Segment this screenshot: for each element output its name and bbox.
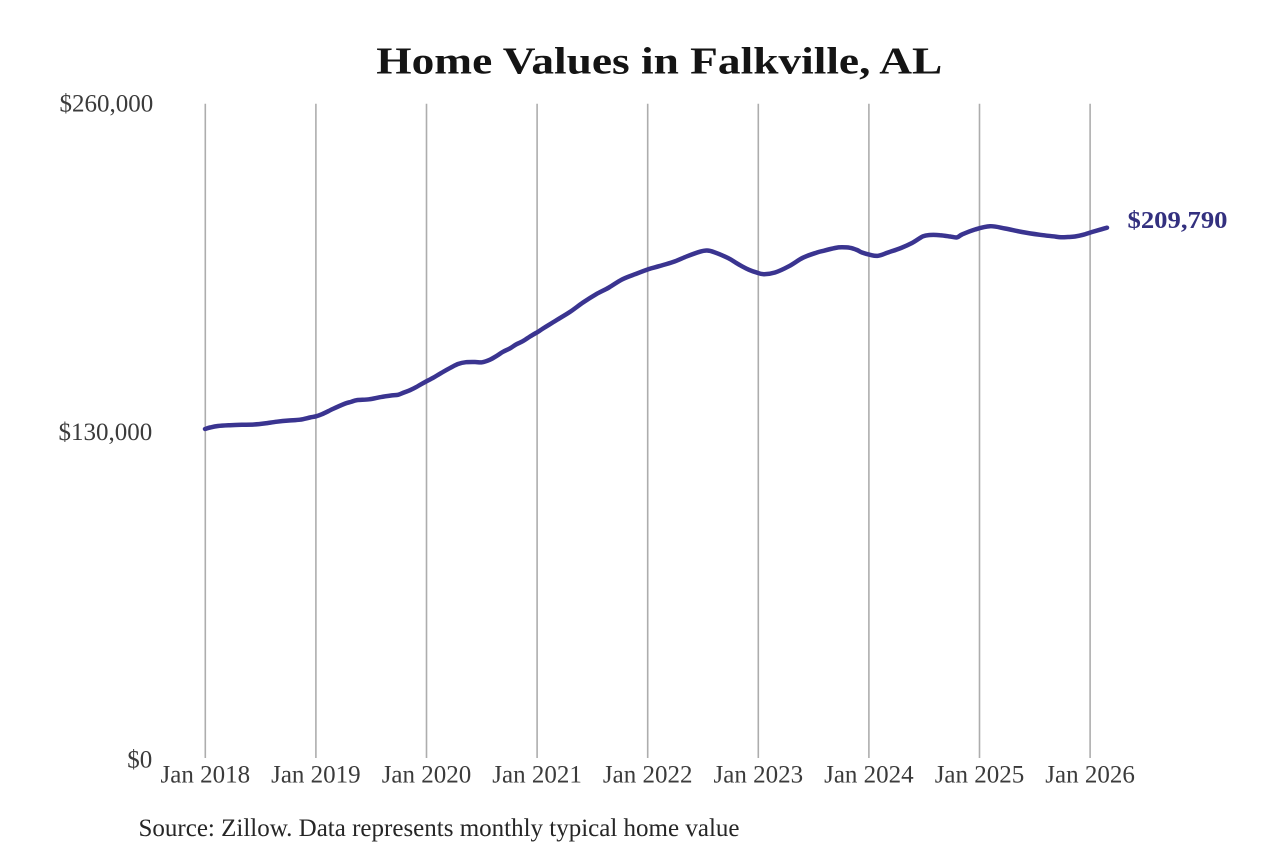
svg-text:Jan 2025: Jan 2025 [935, 762, 1025, 789]
svg-text:$130,000: $130,000 [58, 419, 152, 446]
svg-text:Jan 2023: Jan 2023 [714, 762, 804, 789]
svg-text:Jan 2022: Jan 2022 [603, 762, 693, 789]
svg-text:$260,000: $260,000 [59, 90, 153, 117]
svg-text:Jan 2024: Jan 2024 [824, 762, 914, 789]
svg-text:$209,790: $209,790 [1128, 208, 1228, 234]
svg-text:Jan 2021: Jan 2021 [492, 762, 582, 789]
svg-text:Source: Zillow. Data represent: Source: Zillow. Data represents monthly … [139, 815, 740, 842]
svg-text:Jan 2020: Jan 2020 [382, 762, 472, 789]
svg-text:Home Values in Falkville, AL: Home Values in Falkville, AL [376, 41, 942, 83]
svg-text:Jan 2026: Jan 2026 [1045, 762, 1135, 789]
svg-text:Jan 2019: Jan 2019 [271, 762, 361, 789]
svg-text:$0: $0 [127, 747, 152, 774]
svg-text:Jan 2018: Jan 2018 [161, 762, 251, 789]
